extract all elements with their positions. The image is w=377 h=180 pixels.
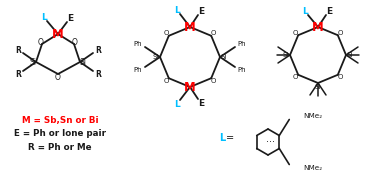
Text: O: O (293, 30, 299, 36)
Text: Si: Si (221, 54, 227, 60)
Text: E: E (326, 6, 332, 15)
Text: Si: Si (80, 57, 86, 66)
Text: R: R (15, 69, 21, 78)
Text: L: L (174, 100, 180, 109)
Text: R: R (95, 69, 101, 78)
Text: M = Sb,Sn or Bi: M = Sb,Sn or Bi (22, 116, 98, 125)
Text: E: E (67, 14, 73, 22)
Text: Si: Si (347, 52, 353, 58)
Text: O: O (164, 78, 169, 84)
Text: O: O (337, 30, 343, 36)
Text: Si: Si (283, 52, 289, 58)
Text: E = Ph or lone pair: E = Ph or lone pair (14, 129, 106, 138)
Text: L: L (219, 133, 225, 143)
Text: L: L (41, 12, 47, 21)
Text: O: O (38, 37, 44, 46)
Text: O: O (293, 74, 299, 80)
Text: NMe₂: NMe₂ (303, 165, 322, 172)
Text: Ph: Ph (238, 67, 246, 73)
Text: =: = (226, 133, 234, 143)
Text: O: O (211, 78, 216, 84)
Text: O: O (164, 30, 169, 36)
Text: NMe₂: NMe₂ (303, 112, 322, 118)
Text: E: E (198, 98, 204, 107)
Text: E: E (198, 6, 204, 15)
Text: Ph: Ph (134, 41, 142, 47)
Text: L: L (174, 6, 180, 15)
Text: O: O (337, 74, 343, 80)
Text: M: M (184, 21, 196, 33)
Text: O: O (72, 37, 78, 46)
Text: M: M (184, 80, 196, 93)
Text: R: R (15, 46, 21, 55)
Text: Ph: Ph (134, 67, 142, 73)
Text: M: M (52, 28, 64, 40)
Text: Si: Si (315, 84, 321, 90)
Text: M: M (312, 21, 324, 33)
Text: Ph: Ph (238, 41, 246, 47)
Text: L: L (302, 6, 308, 15)
Text: O: O (211, 30, 216, 36)
Text: R: R (95, 46, 101, 55)
Text: Si: Si (153, 54, 159, 60)
Text: O: O (55, 73, 61, 82)
Text: Si: Si (29, 57, 37, 66)
Text: ···: ··· (267, 137, 276, 147)
Text: R = Ph or Me: R = Ph or Me (28, 143, 92, 152)
